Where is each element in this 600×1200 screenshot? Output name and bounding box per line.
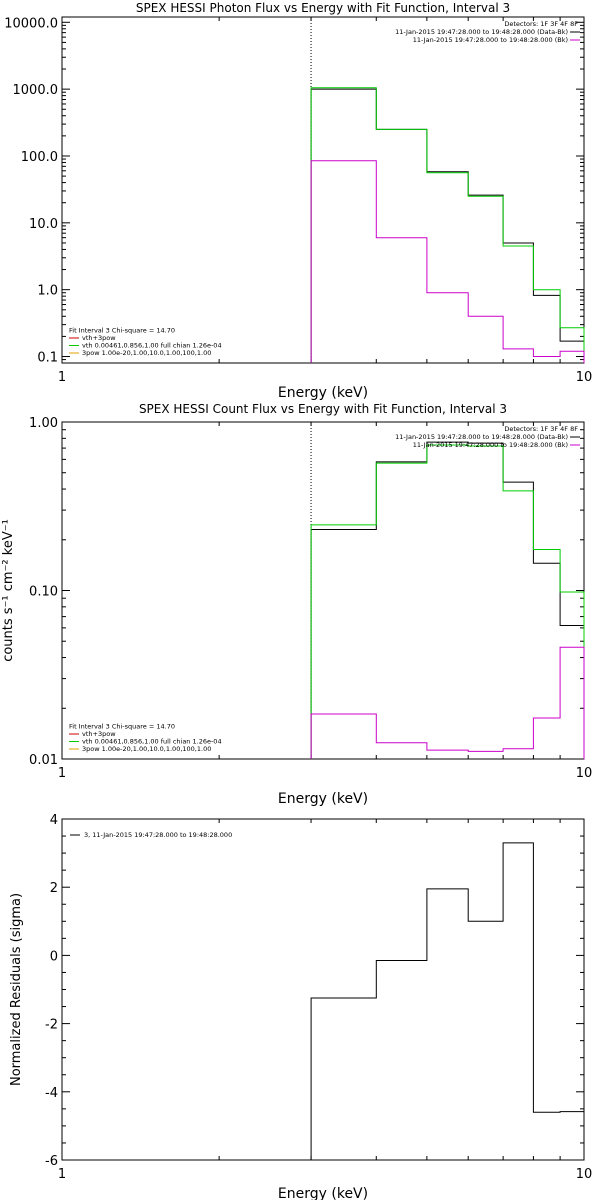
legend-entry: 11-Jan-2015 19:47:28.000 to 19:48:28.000…: [395, 433, 568, 441]
series-step-1: [310, 842, 585, 1160]
y-tick-label: 1000.0: [13, 83, 59, 98]
y-tick-label: 1.0: [37, 284, 58, 299]
x-axis-label: Energy (keV): [278, 1186, 368, 1200]
legend-header: Fit Interval 3 Chi-square = 14.70: [69, 723, 175, 731]
legend-entry: 11-Jan-2015 19:47:28.000 to 19:48:28.000…: [395, 28, 568, 36]
y-tick-label: 0.01: [29, 753, 58, 768]
legend-header: Detectors: 1F 3F 4F 8F: [504, 20, 578, 28]
x-axis-label: Energy (keV): [278, 791, 368, 807]
y-axis-label: Normalized Residuals (sigma): [9, 893, 24, 1086]
y-tick-label: 0.1: [37, 351, 58, 366]
legend-entry: 3pow 1.00e-20,1.00,10.0,1.00,100,1.00: [82, 745, 211, 753]
x-tick-label: 1: [58, 766, 66, 781]
y-tick-label: 10.0: [29, 217, 58, 232]
legend-entry: vth+3pow: [82, 334, 116, 342]
x-tick-label: 1: [58, 370, 66, 385]
series-step-2: [310, 444, 585, 759]
plot-frame: [61, 421, 585, 760]
series-step-3: [310, 646, 585, 759]
x-tick-label: 10: [576, 766, 593, 781]
legend-entry: vth 0.00461,0.856,1.00 full chian 1.26e-…: [82, 342, 222, 350]
x-tick-label: 10: [576, 370, 593, 385]
y-tick-label: 0: [50, 949, 58, 964]
y-axis-label: counts s⁻¹ cm⁻² keV⁻¹: [1, 519, 16, 662]
series-step-2: [310, 87, 585, 363]
y-tick-label: 2: [50, 881, 58, 896]
legend-header: Fit Interval 3 Chi-square = 14.70: [69, 327, 175, 335]
chart-panel-2: SPEX HESSI Count Flux vs Energy with Fit…: [1, 402, 592, 807]
y-tick-label: -4: [45, 1086, 58, 1101]
legend-entry: vth 0.00461,0.856,1.00 full chian 1.26e-…: [82, 738, 222, 746]
legend-entry: 3pow 1.00e-20,1.00,10.0,1.00,100,1.00: [82, 349, 211, 357]
y-tick-label: -2: [45, 1018, 58, 1033]
chart-panel-3: 1 10 -6 -4 -2 0 2 4 Energy (keV) Normalized Resid…: [9, 813, 592, 1200]
series-step-1: [310, 88, 585, 363]
chart-title: SPEX HESSI Photon Flux vs Energy with Fi…: [136, 1, 510, 15]
x-tick-label: 10: [576, 1167, 593, 1182]
chart-panel-1: SPEX HESSI Photon Flux vs Energy with Fi…: [4, 1, 592, 401]
y-tick-label: 0.10: [29, 585, 58, 600]
y-tick-label: 10000.0: [4, 16, 58, 31]
x-axis-label: Energy (keV): [278, 385, 368, 401]
legend-entry: 11-Jan-2015 19:47:28.000 to 19:48:28.000…: [413, 441, 568, 449]
series-step-3: [310, 160, 585, 363]
plot-frame: [61, 16, 585, 364]
legend-entry: 11-Jan-2015 19:47:28.000 to 19:48:28.000…: [413, 36, 568, 44]
series-step-1: [310, 441, 585, 759]
legend-entry: 3, 11-Jan-2015 19:47:28.000 to 19:48:28.…: [84, 831, 232, 839]
plot-frame: [61, 818, 585, 1161]
legend-entry: vth+3pow: [82, 730, 116, 738]
y-tick-label: -6: [45, 1154, 58, 1169]
y-tick-label: 4: [50, 813, 58, 828]
y-tick-label: 1.00: [29, 416, 58, 431]
chart-title: SPEX HESSI Count Flux vs Energy with Fit…: [139, 402, 507, 416]
x-tick-label: 1: [58, 1167, 66, 1182]
y-tick-label: 100.0: [21, 150, 58, 165]
legend-header: Detectors: 1F 3F 4F 8F: [504, 425, 578, 433]
